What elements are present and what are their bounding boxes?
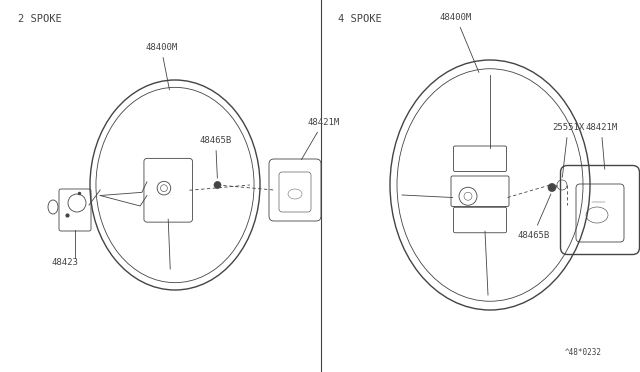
Text: 48421M: 48421M: [301, 118, 339, 160]
Text: 48423: 48423: [52, 258, 79, 267]
Text: 48421M: 48421M: [585, 123, 617, 169]
Circle shape: [548, 183, 556, 192]
Text: 25551X: 25551X: [552, 123, 584, 177]
Text: 4 SPOKE: 4 SPOKE: [338, 14, 381, 24]
Text: 48465B: 48465B: [517, 194, 551, 240]
Text: ^48*0232: ^48*0232: [565, 348, 602, 357]
Text: 48400M: 48400M: [440, 13, 479, 73]
Text: 48400M: 48400M: [145, 43, 177, 90]
Text: 48465B: 48465B: [200, 136, 232, 178]
Circle shape: [214, 182, 221, 189]
Text: 2 SPOKE: 2 SPOKE: [18, 14, 61, 24]
